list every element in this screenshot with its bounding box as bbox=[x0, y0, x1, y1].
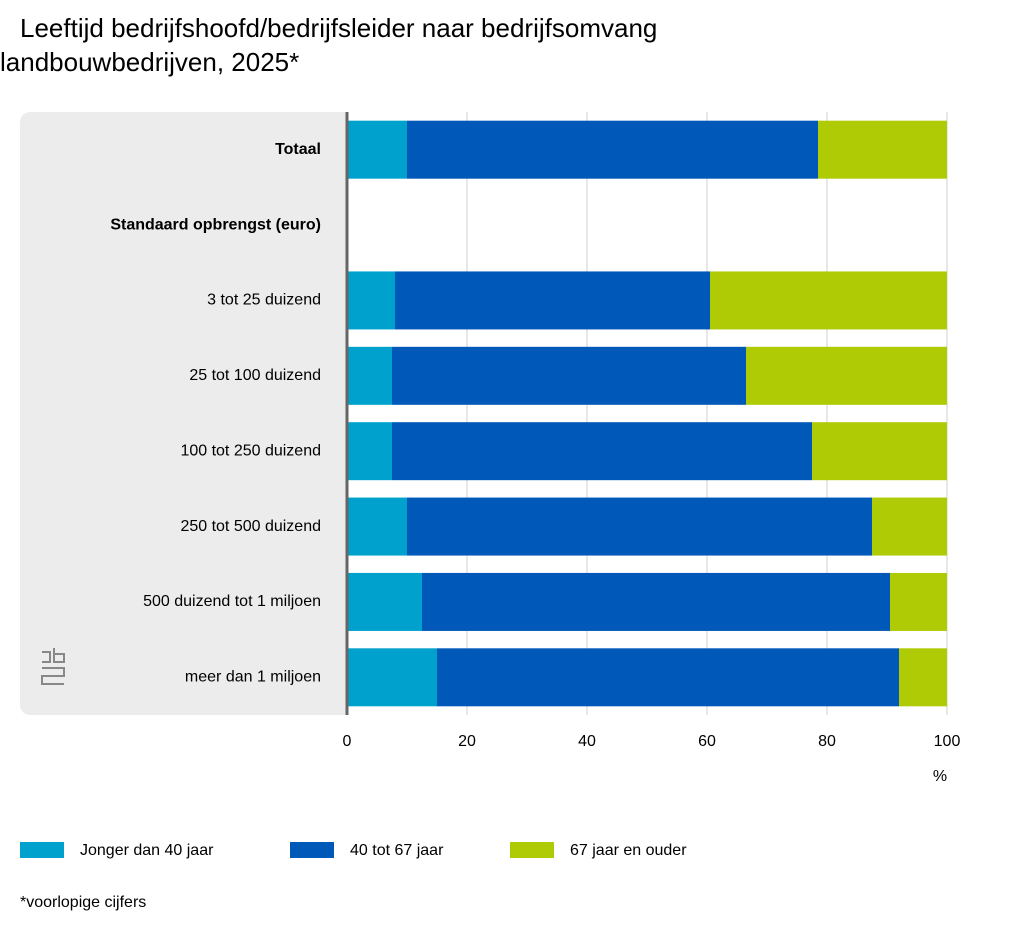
bar-segment bbox=[347, 120, 407, 179]
bar-segment bbox=[422, 572, 890, 631]
bar-segment bbox=[437, 648, 899, 707]
x-axis-label: % bbox=[933, 768, 947, 785]
bar-segment bbox=[407, 120, 818, 179]
x-tick-label: 80 bbox=[818, 733, 836, 750]
y-tick-label: 500 duizend tot 1 miljoen bbox=[143, 593, 321, 610]
bar-segment bbox=[347, 497, 407, 556]
bar-segment bbox=[395, 271, 710, 330]
chart-subtitle: landbouwbedrijven, 2025* bbox=[0, 47, 299, 77]
y-tick-label: Standaard opbrengst (euro) bbox=[110, 216, 321, 233]
bar-segment bbox=[872, 497, 947, 556]
footnote: *voorlopige cijfers bbox=[20, 894, 146, 911]
y-tick-label: 250 tot 500 duizend bbox=[180, 518, 321, 535]
bar-segment bbox=[392, 422, 812, 481]
y-tick-label: 100 tot 250 duizend bbox=[180, 442, 321, 459]
logo bbox=[41, 648, 65, 685]
y-tick-label: 25 tot 100 duizend bbox=[189, 367, 321, 384]
label-panel bbox=[20, 112, 360, 715]
bar-segment bbox=[407, 497, 872, 556]
bar-segment bbox=[347, 572, 422, 631]
bar-segment bbox=[818, 120, 947, 179]
bar-segment bbox=[392, 346, 746, 405]
chart-title: Leeftijd bedrijfshoofd/bedrijfsleider na… bbox=[20, 13, 657, 43]
legend-label: 40 tot 67 jaar bbox=[350, 842, 444, 859]
legend-swatch bbox=[20, 842, 64, 858]
bar-segment bbox=[710, 271, 947, 330]
legend-swatch bbox=[290, 842, 334, 858]
bar-segment bbox=[812, 422, 947, 481]
x-tick-label: 40 bbox=[578, 733, 596, 750]
x-tick-label: 20 bbox=[458, 733, 476, 750]
y-tick-label: Totaal bbox=[275, 141, 321, 158]
bar-segment bbox=[347, 422, 392, 481]
bar-segment bbox=[347, 648, 437, 707]
x-tick-label: 60 bbox=[698, 733, 716, 750]
bar-segment bbox=[890, 572, 947, 631]
x-tick-label: 0 bbox=[343, 733, 352, 750]
bar-segment bbox=[746, 346, 947, 405]
y-tick-label: 3 tot 25 duizend bbox=[207, 292, 321, 309]
bar-segment bbox=[347, 271, 395, 330]
legend-swatch bbox=[510, 842, 554, 858]
legend-label: Jonger dan 40 jaar bbox=[80, 842, 214, 859]
x-tick-label: 100 bbox=[934, 733, 961, 750]
legend-label: 67 jaar en ouder bbox=[570, 842, 687, 859]
y-tick-label: meer dan 1 miljoen bbox=[185, 669, 321, 686]
bar-segment bbox=[347, 346, 392, 405]
bar-segment bbox=[899, 648, 947, 707]
